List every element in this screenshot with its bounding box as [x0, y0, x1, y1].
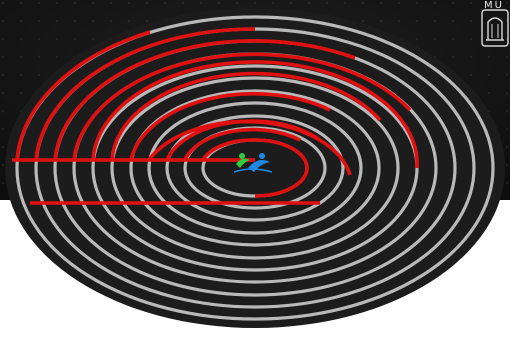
- red-arc-7: [129, 91, 331, 161]
- swimmer-logo-icon: [233, 153, 273, 173]
- red-arc-11: [201, 138, 256, 161]
- red-arc-1: [15, 30, 151, 161]
- ring-7: [129, 89, 381, 247]
- red-arc-3: [53, 39, 356, 161]
- red-arc-9: [165, 119, 322, 161]
- ring-6: [110, 76, 400, 260]
- ring-8: [147, 101, 363, 235]
- red-arc-6: [110, 71, 382, 161]
- seal-emblem-icon: [481, 9, 509, 47]
- corner-text: MU: [484, 0, 504, 11]
- red-spiral: [12, 27, 419, 205]
- red-arc-4: [72, 52, 412, 161]
- red-arc-5: [91, 60, 419, 169]
- red-arc-10: [183, 127, 301, 161]
- ring-9: [165, 114, 345, 222]
- ring-1: [15, 15, 495, 321]
- red-arc-2: [34, 27, 256, 161]
- red-arc-inner-right: [254, 138, 309, 198]
